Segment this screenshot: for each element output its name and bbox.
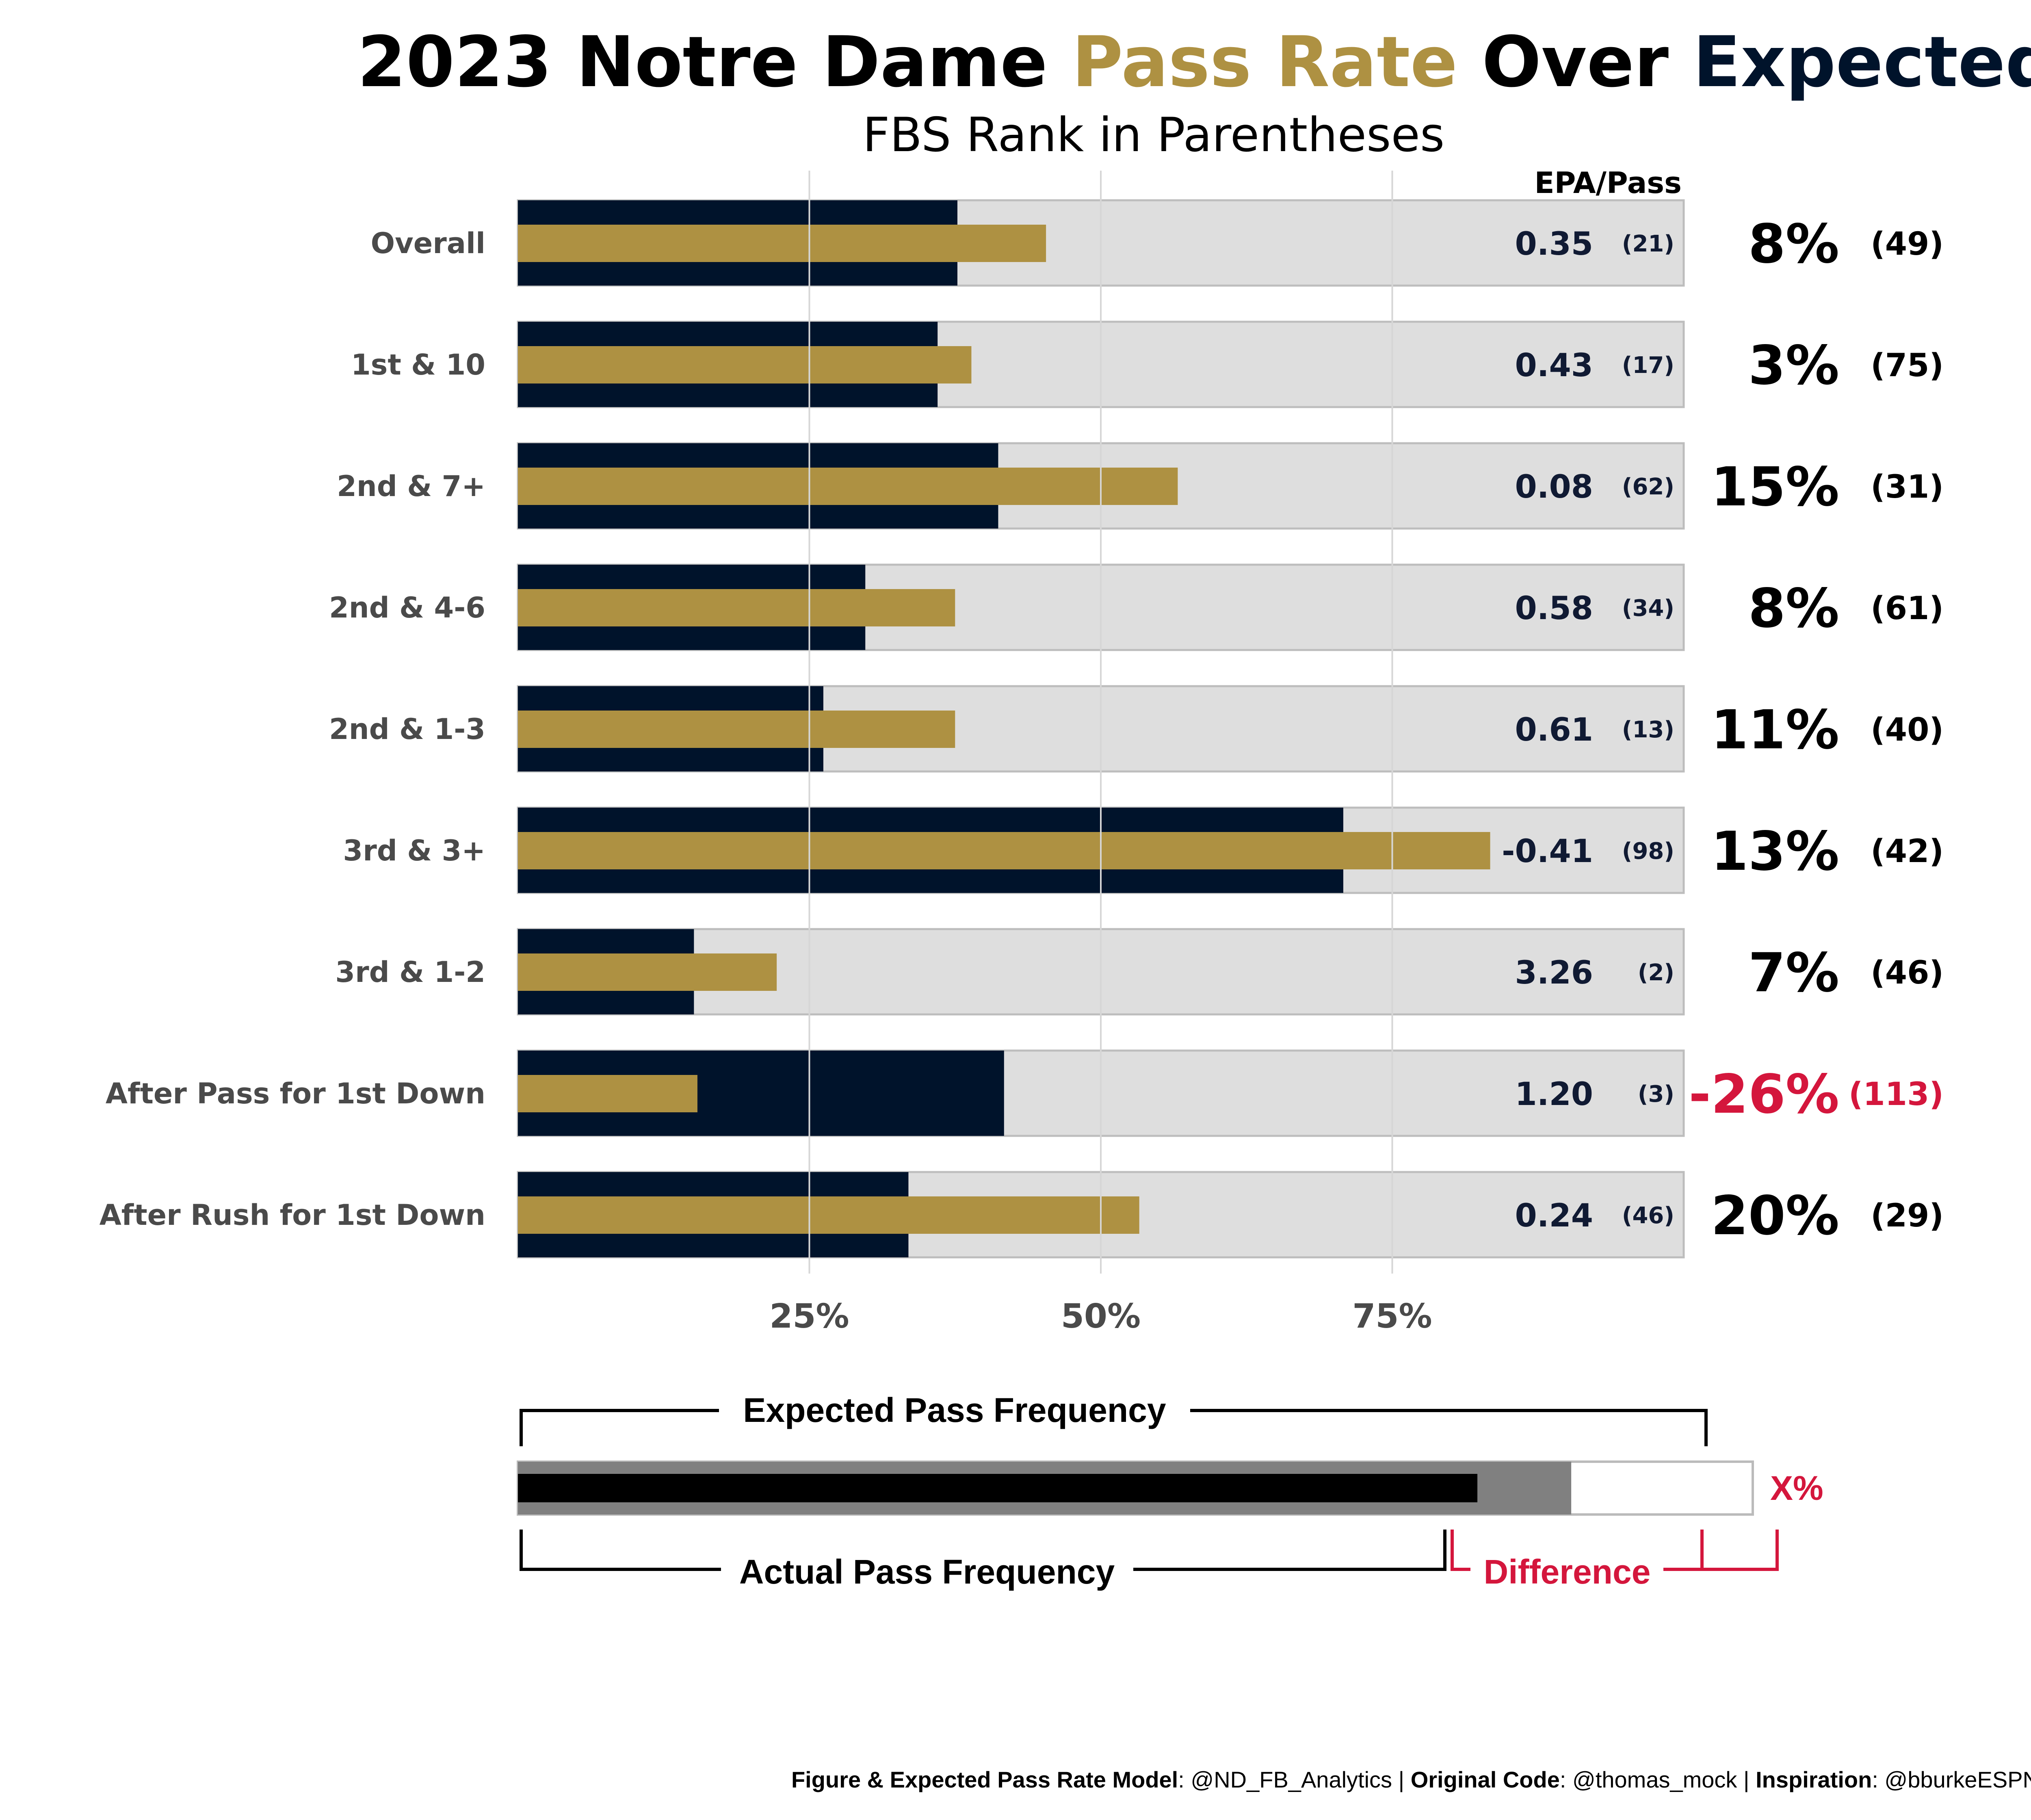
category-label: 3rd & 3+ bbox=[343, 834, 485, 867]
chart-row: After Rush for 1st Down 0.24 (46) 20% (29) bbox=[100, 1171, 1944, 1259]
gold-bar bbox=[518, 953, 777, 991]
proe-rank: (49) bbox=[1871, 226, 1944, 262]
expected-label: Expected Pass Frequency bbox=[743, 1391, 1166, 1429]
gold-bar bbox=[518, 589, 955, 626]
proe-rank: (42) bbox=[1871, 833, 1944, 870]
category-label: After Pass for 1st Down bbox=[106, 1077, 485, 1110]
gold-bar bbox=[518, 225, 1046, 262]
proe-value: 13% bbox=[1711, 820, 1839, 883]
gold-bar bbox=[518, 711, 955, 748]
proe-value: -26% bbox=[1689, 1063, 1839, 1126]
category-label: 2nd & 1-3 bbox=[329, 713, 485, 746]
epa-value: 0.43 bbox=[1515, 347, 1593, 384]
chart-row: 2nd & 4-6 0.58 (34) 8% (61) bbox=[329, 563, 1944, 651]
epa-value: 0.24 bbox=[1515, 1198, 1593, 1234]
epa-value: 0.08 bbox=[1515, 469, 1593, 505]
epa-rank: (62) bbox=[1622, 474, 1674, 500]
x-tick-label: 25% bbox=[769, 1297, 849, 1336]
proe-value: 20% bbox=[1711, 1185, 1839, 1247]
x-tick-label: 75% bbox=[1352, 1297, 1432, 1336]
category-label: 1st & 10 bbox=[351, 348, 485, 381]
title-part-3: Over bbox=[1457, 21, 1693, 103]
difference-label: Difference bbox=[1484, 1553, 1651, 1591]
caption-value-2: : @thomas_mock | bbox=[1560, 1767, 1756, 1792]
epa-value: 0.58 bbox=[1515, 590, 1593, 627]
chart-row: 3rd & 1-2 3.26 (2) 7% (46) bbox=[335, 928, 1944, 1016]
proe-value: 7% bbox=[1748, 942, 1839, 1004]
difference-bracket bbox=[1451, 1530, 1779, 1571]
caption-value-3: : @bburkeESPN bbox=[1872, 1767, 2031, 1792]
proe-rank: (61) bbox=[1871, 590, 1944, 627]
epa-value: 0.61 bbox=[1515, 712, 1593, 748]
proe-rank: (31) bbox=[1871, 469, 1944, 505]
chart-rows: Overall 0.35 (21) 8% (49) 1st & 10 0.43 (17) 3% (… bbox=[100, 199, 1944, 1259]
epa-value: 0.35 bbox=[1515, 226, 1593, 262]
caption-value-1: : @ND_FB_Analytics | bbox=[1178, 1767, 1410, 1792]
epa-rank: (34) bbox=[1622, 595, 1674, 622]
chart-row: 3rd & 3+ -0.41 (98) 13% (42) bbox=[343, 806, 1944, 894]
chart-row: Overall 0.35 (21) 8% (49) bbox=[371, 199, 1944, 287]
epa-value: 3.26 bbox=[1515, 955, 1593, 991]
proe-value: 8% bbox=[1748, 213, 1839, 275]
chart-row: After Pass for 1st Down 1.20 (3) -26% (113) bbox=[106, 1049, 1944, 1137]
gold-bar bbox=[518, 832, 1490, 869]
title-part-1: 2023 Notre Dame bbox=[357, 21, 1072, 103]
proe-rank: (40) bbox=[1871, 712, 1944, 748]
gold-bar bbox=[518, 1075, 697, 1112]
chart-row: 2nd & 1-3 0.61 (13) 11% (40) bbox=[329, 685, 1944, 773]
chart-title: 2023 Notre Dame Pass Rate Over Expected bbox=[357, 21, 2031, 103]
proe-value: 11% bbox=[1711, 699, 1839, 761]
epa-header: EPA/Pass bbox=[1535, 166, 1682, 200]
actual-label: Actual Pass Frequency bbox=[739, 1553, 1115, 1591]
title-part-4: Expected bbox=[1693, 21, 2031, 103]
category-label: 2nd & 7+ bbox=[337, 470, 485, 503]
epa-rank: (13) bbox=[1622, 717, 1674, 743]
legend-x-label: X% bbox=[1770, 1469, 1823, 1507]
caption-key-2: Original Code bbox=[1411, 1767, 1560, 1792]
category-label: Overall bbox=[371, 227, 485, 260]
proe-rank: (29) bbox=[1871, 1198, 1944, 1234]
gridlines bbox=[808, 171, 1393, 1274]
caption-key-1: Figure & Expected Pass Rate Model bbox=[791, 1767, 1178, 1792]
epa-rank: (46) bbox=[1622, 1202, 1674, 1229]
x-tick-label: 50% bbox=[1061, 1297, 1141, 1336]
x-axis-ticks: 25% 50% 75% bbox=[769, 1297, 1432, 1336]
gold-bar bbox=[518, 346, 972, 384]
legend-actual-bar bbox=[518, 1474, 1478, 1502]
epa-rank: (21) bbox=[1622, 231, 1674, 257]
category-label: 3rd & 1-2 bbox=[335, 956, 485, 989]
epa-rank: (17) bbox=[1622, 352, 1674, 379]
gold-bar bbox=[518, 1196, 1139, 1234]
proe-rank: (75) bbox=[1871, 347, 1944, 384]
epa-value: 1.20 bbox=[1515, 1076, 1593, 1113]
caption-key-3: Inspiration bbox=[1756, 1767, 1872, 1792]
legend-diagram: Expected Pass Frequency X% Actual Pass F… bbox=[517, 1391, 1823, 1591]
actual-bracket bbox=[520, 1530, 1446, 1571]
proe-value: 8% bbox=[1748, 577, 1839, 640]
epa-value: -0.41 bbox=[1502, 833, 1593, 870]
chart-row: 1st & 10 0.43 (17) 3% (75) bbox=[351, 321, 1944, 408]
chart-row: 2nd & 7+ 0.08 (62) 15% (31) bbox=[337, 442, 1944, 530]
title-part-2: Pass Rate bbox=[1072, 21, 1458, 103]
category-label: After Rush for 1st Down bbox=[100, 1198, 485, 1232]
proe-value: 15% bbox=[1711, 456, 1839, 518]
category-label: 2nd & 4-6 bbox=[329, 591, 485, 624]
proe-rank: (113) bbox=[1849, 1076, 1944, 1113]
gold-bar bbox=[518, 468, 1178, 505]
epa-rank: (98) bbox=[1622, 838, 1674, 864]
caption: Figure & Expected Pass Rate Model: @ND_F… bbox=[791, 1767, 2031, 1792]
epa-rank: (2) bbox=[1638, 960, 1674, 986]
expected-bracket bbox=[520, 1409, 1708, 1446]
proe-rank: (46) bbox=[1871, 955, 1944, 991]
proe-value: 3% bbox=[1748, 334, 1839, 397]
epa-rank: (3) bbox=[1638, 1081, 1674, 1107]
chart-subtitle: FBS Rank in Parentheses bbox=[863, 108, 1445, 162]
